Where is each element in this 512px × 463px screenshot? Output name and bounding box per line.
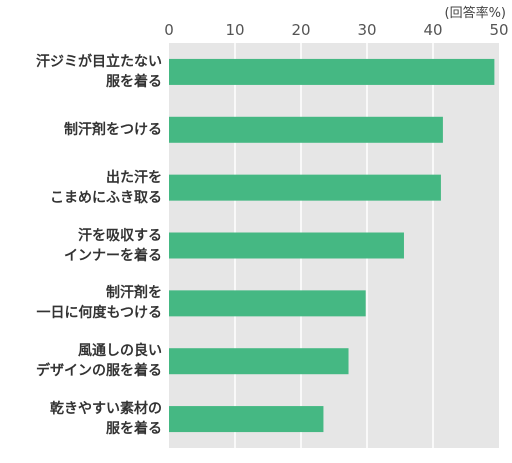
- category-label: 制汗剤を 一日に何度もつける: [36, 285, 162, 322]
- category-label: 風通しの良い デザインの服を着る: [36, 343, 162, 380]
- bar: [169, 116, 443, 143]
- x-tick-label: 40: [423, 21, 442, 39]
- x-tick-label: 50: [489, 21, 508, 39]
- category-label: 出た汗を こまめにふき取る: [50, 169, 162, 206]
- category-label: 制汗剤をつける: [64, 121, 162, 138]
- category-label: 汗ジミが目立たない 服を着る: [36, 53, 162, 90]
- category-label: 乾きやすい素材の 服を着る: [50, 401, 162, 438]
- bar: [169, 406, 324, 433]
- bar: [169, 232, 404, 259]
- bar: [169, 348, 349, 375]
- bar: [169, 174, 441, 201]
- unit-label: (回答率%): [444, 6, 507, 21]
- x-tick-label: 30: [357, 21, 376, 39]
- category-label: 汗を吸収する インナーを着る: [64, 227, 162, 264]
- bar: [169, 58, 495, 85]
- x-tick-label: 20: [291, 21, 310, 39]
- x-tick-label: 0: [164, 21, 174, 39]
- x-tick-label: 10: [225, 21, 244, 39]
- bar: [169, 290, 366, 317]
